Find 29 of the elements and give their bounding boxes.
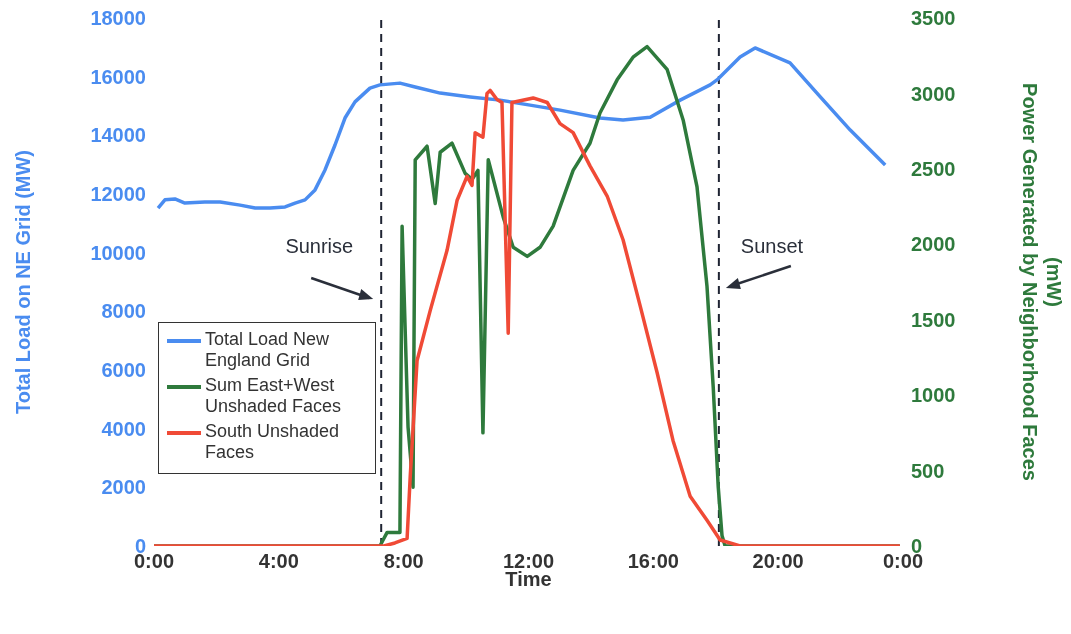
y2-tick-label: 2500 bbox=[911, 157, 956, 180]
y2-tick-label: 500 bbox=[911, 459, 945, 482]
y-tick-label: 4000 bbox=[101, 417, 146, 440]
ref-line-label: Sunset bbox=[740, 235, 804, 257]
ref-line-label: Sunrise bbox=[285, 235, 354, 257]
x-tick-label: 16:00 bbox=[627, 550, 679, 573]
y2-tick-label: 1500 bbox=[911, 308, 956, 331]
legend-label: Total Load New England Grid bbox=[205, 329, 331, 371]
y-tick-label: 2000 bbox=[101, 476, 146, 499]
y-tick-label: 14000 bbox=[90, 124, 146, 147]
x-axis-title: Time bbox=[505, 568, 552, 590]
y2-tick-label: 2000 bbox=[911, 233, 956, 256]
y-tick-label: 8000 bbox=[101, 300, 146, 323]
legend-label: Sum East+West Unshaded Faces bbox=[205, 375, 343, 417]
y2-axis-title: Power Generated by Neighborhood Faces (mW) bbox=[1019, 83, 1065, 481]
x-tick-label: 20:00 bbox=[752, 550, 804, 573]
y-axis-title: Total Load on NE Grid (MW) bbox=[12, 149, 34, 415]
y2-tick-label: 3000 bbox=[911, 82, 956, 105]
y-tick-label: 6000 bbox=[101, 359, 146, 382]
y-tick-label: 18000 bbox=[90, 7, 146, 30]
x-tick-label: 8:00 bbox=[383, 550, 424, 573]
x-tick-label: 4:00 bbox=[258, 550, 299, 573]
legend-label: South Unshaded Faces bbox=[205, 421, 341, 463]
y-tick-label: 10000 bbox=[90, 241, 146, 264]
y2-tick-label: 3500 bbox=[911, 7, 956, 30]
y-tick-label: 12000 bbox=[90, 183, 146, 206]
y2-tick-label: 1000 bbox=[911, 384, 956, 407]
y-tick-label: 16000 bbox=[90, 65, 146, 88]
line-series bbox=[156, 46, 887, 210]
